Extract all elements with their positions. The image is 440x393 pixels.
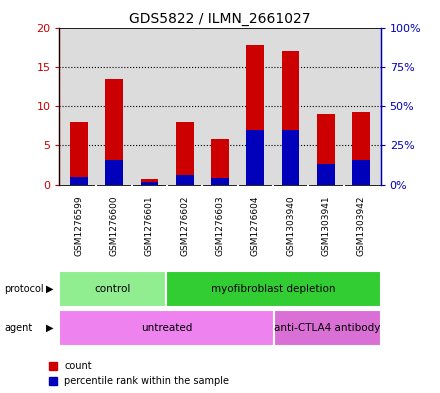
Bar — [70, 122, 88, 185]
Bar — [246, 45, 264, 185]
Text: GSM1276599: GSM1276599 — [74, 196, 83, 256]
Text: myofibroblast depletion: myofibroblast depletion — [211, 284, 336, 294]
Legend: count, percentile rank within the sample: count, percentile rank within the sample — [49, 361, 229, 386]
Text: GSM1303940: GSM1303940 — [286, 196, 295, 256]
Text: agent: agent — [4, 323, 33, 333]
Bar — [282, 51, 299, 185]
Text: GSM1276603: GSM1276603 — [216, 196, 224, 256]
Text: GSM1276600: GSM1276600 — [110, 196, 119, 256]
Bar — [317, 114, 335, 185]
Bar — [105, 79, 123, 185]
Bar — [141, 179, 158, 185]
Bar — [176, 122, 194, 185]
Text: GSM1276601: GSM1276601 — [145, 196, 154, 256]
Bar — [211, 139, 229, 185]
Bar — [141, 182, 158, 185]
Text: GSM1276602: GSM1276602 — [180, 196, 189, 256]
Text: GSM1276604: GSM1276604 — [251, 196, 260, 256]
Text: ▶: ▶ — [46, 284, 54, 294]
Bar — [59, 310, 274, 346]
Bar — [317, 164, 335, 185]
Text: GDS5822 / ILMN_2661027: GDS5822 / ILMN_2661027 — [129, 12, 311, 26]
Text: control: control — [95, 284, 131, 294]
Bar — [246, 130, 264, 185]
Bar — [176, 175, 194, 185]
Text: GSM1303942: GSM1303942 — [357, 196, 366, 256]
Bar — [105, 160, 123, 185]
Bar — [274, 310, 381, 346]
Bar — [352, 112, 370, 185]
Text: ▶: ▶ — [46, 323, 54, 333]
Bar — [282, 130, 299, 185]
Text: GSM1303941: GSM1303941 — [321, 196, 330, 256]
Bar — [166, 271, 381, 307]
Text: untreated: untreated — [141, 323, 192, 333]
Bar — [70, 177, 88, 185]
Text: anti-CTLA4 antibody: anti-CTLA4 antibody — [274, 323, 380, 333]
Bar — [352, 160, 370, 185]
Bar — [59, 271, 166, 307]
Text: protocol: protocol — [4, 284, 44, 294]
Bar — [211, 178, 229, 185]
